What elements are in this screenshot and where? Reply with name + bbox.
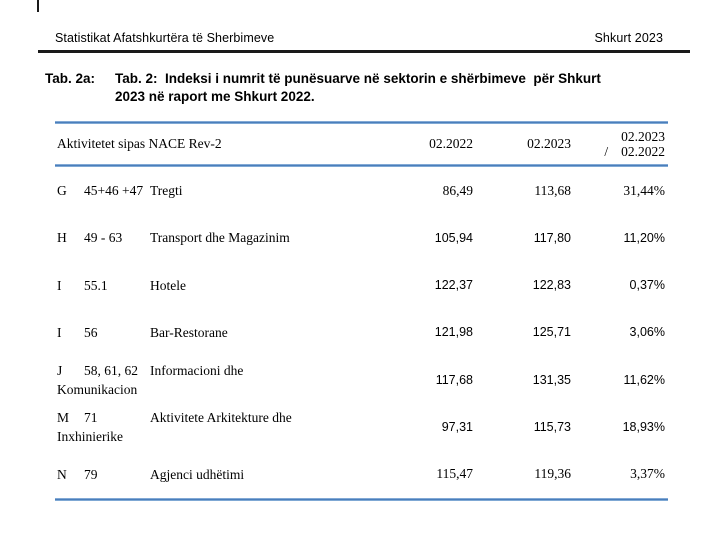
- running-header: Statistikat Afatshkurtëra të Sherbimeve …: [55, 31, 663, 45]
- nace-section-letter: G: [57, 183, 67, 199]
- nace-section-letter: M: [57, 410, 70, 426]
- nace-section-letter: I: [57, 324, 62, 340]
- running-header-left: Statistikat Afatshkurtëra të Sherbimeve: [55, 31, 275, 45]
- activity-name: Tregti: [150, 183, 183, 199]
- value-percent-change: 11,62%: [623, 372, 665, 387]
- value-2022: 86,49: [442, 182, 473, 198]
- nace-code: 58, 61, 62: [84, 362, 138, 378]
- value-2023: 119,36: [534, 466, 571, 482]
- value-2023: 117,80: [533, 230, 571, 245]
- value-2022: 105,94: [434, 230, 473, 245]
- nace-section-letter: N: [57, 466, 67, 482]
- value-2023: 122,83: [532, 278, 571, 293]
- table-row: I 56 Bar-Restorane 121,98 125,71 3,06%: [55, 309, 668, 356]
- value-percent-change: 3,06%: [629, 325, 665, 340]
- value-2023: 113,68: [534, 182, 571, 198]
- activity-cell: H 49 - 63 Transport dhe Magazinim: [55, 228, 373, 247]
- activity-name-line2: Inxhinierike: [57, 429, 123, 445]
- activity-cell: N 79 Agjenci udhëtimi: [55, 465, 373, 484]
- table-title-line2: 2023 në raport me Shkurt 2022.: [115, 89, 315, 104]
- table-bottom-rule: [55, 498, 668, 501]
- value-2022: 115,47: [436, 466, 473, 482]
- table-title: Tab. 2a: Tab. 2: Indeksi i numrit të pun…: [45, 70, 675, 106]
- table-row: N 79 Agjenci udhëtimi 115,47 119,36 3,37%: [55, 451, 668, 498]
- table-row: G 45+46 +47 Tregti 86,49 113,68 31,44%: [55, 167, 668, 214]
- column-header-ratio-numerator: 02.2023: [621, 129, 665, 144]
- value-2023: 131,35: [532, 372, 571, 387]
- value-2022: 117,68: [435, 372, 473, 387]
- column-header-activity: Aktivitetet sipas NACE Rev-2: [57, 136, 222, 151]
- activity-name: Transport dhe Magazinim: [150, 230, 290, 246]
- column-header-ratio-denominator: / 02.2022: [571, 144, 665, 159]
- nace-section-letter: H: [57, 230, 67, 246]
- value-percent-change: 18,93%: [622, 420, 665, 435]
- table-row: M 71 Aktivitete Arkitekture dhe Inxhinieri…: [55, 403, 668, 450]
- activity-cell: G 45+46 +47 Tregti: [55, 181, 373, 200]
- table-body: G 45+46 +47 Tregti 86,49 113,68 31,44% H 49…: [55, 167, 668, 498]
- activity-name-line2: Komunikacion: [57, 381, 138, 397]
- activity-name: Aktivitete Arkitekture dhe: [150, 410, 292, 426]
- ratio-slash: /: [604, 144, 609, 159]
- column-header-2023: 02.2023: [527, 136, 571, 151]
- table-top-rule: [55, 121, 668, 124]
- value-percent-change: 31,44%: [623, 182, 665, 198]
- table-header-row: Aktivitetet sipas NACE Rev-2 02.2022 02.…: [55, 124, 668, 164]
- page-border-fragment: [37, 0, 39, 12]
- table-row: I 55.1 Hotele 122,37 122,83 0,37%: [55, 262, 668, 309]
- nace-section-letter: I: [57, 277, 62, 293]
- activity-cell: J 58, 61, 62 Informacioni dhe Komunikacion: [55, 361, 373, 399]
- activity-name: Informacioni dhe: [150, 362, 244, 378]
- nace-code: 55.1: [84, 277, 108, 293]
- table-title-label: Tab. 2a:: [45, 71, 96, 86]
- value-percent-change: 11,20%: [623, 230, 665, 245]
- statistics-table: Aktivitetet sipas NACE Rev-2 02.2022 02.…: [55, 121, 668, 501]
- column-header-2022: 02.2022: [429, 136, 473, 151]
- running-header-right: Shkurt 2023: [594, 31, 663, 45]
- nace-section-letter: J: [57, 362, 63, 378]
- ratio-denominator-text: 02.2022: [621, 144, 665, 159]
- activity-cell: I 56 Bar-Restorane: [55, 323, 373, 342]
- table-title-line1: Tab. 2: Indeksi i numrit të punësuarve n…: [115, 71, 601, 86]
- activity-name: Hotele: [150, 277, 186, 293]
- column-header-ratio: 02.2023 / 02.2022: [571, 129, 668, 159]
- nace-code: 71: [84, 410, 98, 426]
- activity-cell: M 71 Aktivitete Arkitekture dhe Inxhinieri…: [55, 408, 373, 446]
- value-2022: 97,31: [441, 420, 473, 435]
- table-row: J 58, 61, 62 Informacioni dhe Komunikacion…: [55, 356, 668, 403]
- activity-name: Agjenci udhëtimi: [150, 466, 245, 482]
- value-percent-change: 3,37%: [630, 466, 665, 482]
- activity-name: Bar-Restorane: [150, 324, 228, 340]
- nace-code: 45+46 +47: [84, 183, 144, 199]
- value-2023: 115,73: [533, 420, 571, 435]
- nace-code: 79: [84, 466, 98, 482]
- nace-code: 49 - 63: [84, 230, 123, 246]
- table-title-text: Tab. 2: Indeksi i numrit të punësuarve n…: [115, 70, 601, 106]
- activity-cell: I 55.1 Hotele: [55, 276, 373, 295]
- nace-code: 56: [84, 324, 98, 340]
- table-header-rule: [55, 164, 668, 167]
- value-2022: 121,98: [434, 325, 473, 340]
- value-2023: 125,71: [532, 325, 571, 340]
- header-underline: [38, 50, 690, 53]
- value-percent-change: 0,37%: [629, 278, 665, 293]
- value-2022: 122,37: [434, 278, 473, 293]
- table-row: H 49 - 63 Transport dhe Magazinim 105,94 1…: [55, 214, 668, 261]
